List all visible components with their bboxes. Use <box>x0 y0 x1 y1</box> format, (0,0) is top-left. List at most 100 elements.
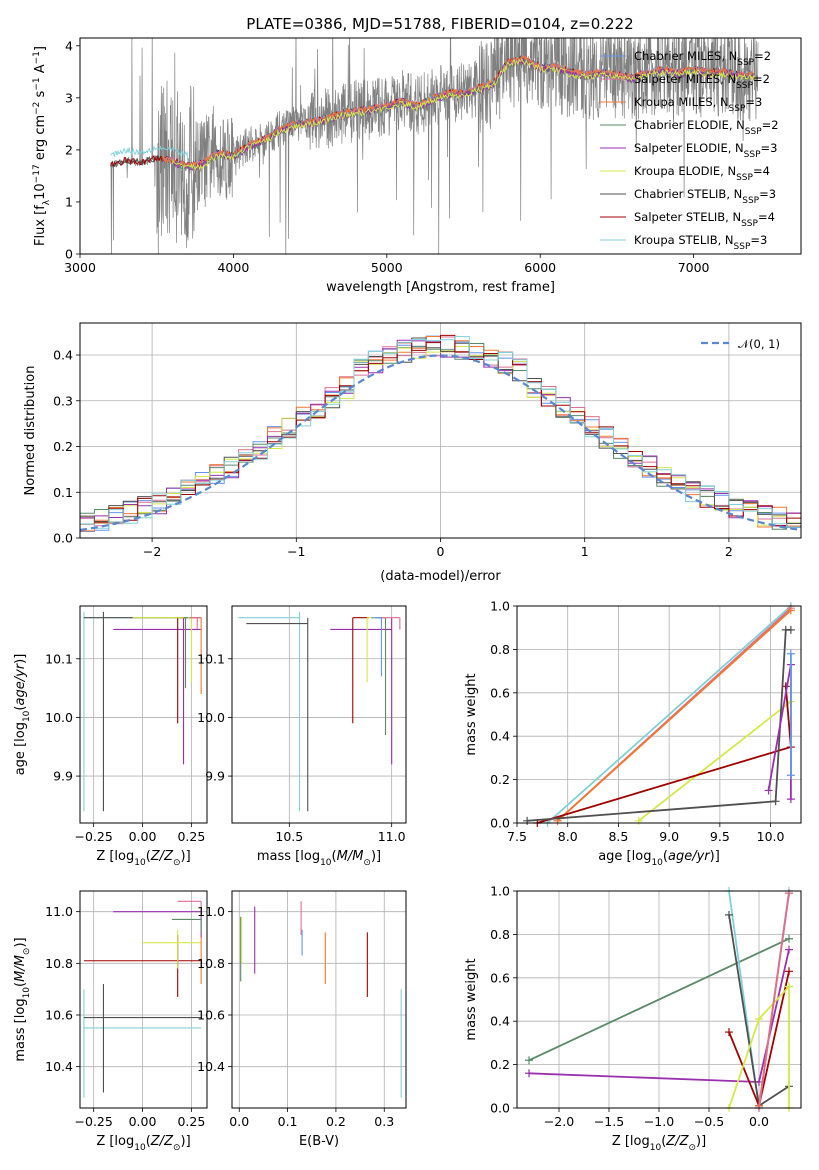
x-tick-label: −1.5 <box>594 1114 624 1129</box>
legend-label: Chabrier STELIB, NSSP=3 <box>634 187 776 206</box>
y-tick-label: 0.2 <box>490 1057 510 1072</box>
y-tick-label: 11.0 <box>45 904 73 919</box>
legend-label: Kroupa STELIB, NSSP=3 <box>634 233 767 252</box>
age-vs-mass-panel: 10.5 11.0 9.9 10.0 10.1 mass [log10(M/M⊙)] <box>197 605 407 868</box>
x-axis-label: Z [log10(Z/Z⊙)] <box>96 849 190 868</box>
figure-title: PLATE=0386, MJD=51788, FIBERID=0104, z=0… <box>246 15 633 33</box>
x-tick-label: 0.3 <box>374 1114 394 1129</box>
x-tick-label: 9.0 <box>659 829 679 844</box>
y-tick-label: 10.6 <box>45 1008 73 1023</box>
axes-frame <box>516 890 802 1109</box>
weight-marker <box>786 649 795 658</box>
y-axis-label: mass weight <box>464 673 479 755</box>
observed-spectrum <box>110 38 759 254</box>
y-tick-label: 1 <box>65 194 73 209</box>
y-tick-label: 0.8 <box>490 927 510 942</box>
y-tick-label: 0.3 <box>53 393 73 408</box>
y-tick-label: 1.0 <box>490 884 510 899</box>
legend-label: Chabrier ELODIE, NSSP=2 <box>634 118 779 137</box>
age-vs-Z-panel: −0.25 0.00 0.25 9.9 10.0 10.1 Z [log10(Z/Z⊙)] a… <box>13 605 208 868</box>
x-tick-label: −2.0 <box>544 1114 574 1129</box>
y-tick-label: 10.1 <box>45 651 73 666</box>
y-tick-label: 0.6 <box>490 970 510 985</box>
x-tick-label: 0.25 <box>177 1114 205 1129</box>
legend-label: 𝒩(0, 1) <box>738 337 780 351</box>
histogram-kroupa_stelib <box>80 336 801 529</box>
y-axis-label: age [log10(age/yr)] <box>13 654 32 776</box>
y-axis-label: Flux [fλ10−17 erg cm−2 s−1 A−1] <box>32 46 52 246</box>
axes-frame <box>231 605 407 824</box>
weight-line-kroupa_stelib <box>546 605 792 824</box>
weight-marker <box>785 967 793 976</box>
y-tick-label: 10.1 <box>197 651 225 666</box>
legend-label: Salpeter MILES, NSSP=2 <box>634 72 770 91</box>
weight-line-chabrier_stelib <box>527 629 791 822</box>
x-tick-label: −1 <box>287 544 305 559</box>
residuals-legend: 𝒩(0, 1) <box>701 337 780 351</box>
y-tick-label: 9.9 <box>205 769 225 784</box>
mass-vs-Z-panel: −0.25 0.00 0.25 10.4 10.6 10.8 11.0 Z [log10(Z/… <box>13 890 208 1153</box>
legend-label: Kroupa ELODIE, NSSP=4 <box>634 164 770 183</box>
x-tick-label: 0.0 <box>229 1114 249 1129</box>
y-tick-label: 0.2 <box>490 772 510 787</box>
mw-vs-Z-panel: −2.0 −1.5 −1.0 −0.5 0.0 0.0 0.2 0.4 0.6 0.8 1.0 Z [… <box>464 884 802 1153</box>
y-tick-label: 0.2 <box>53 439 73 454</box>
x-axis-label: age [log10(age/yr)] <box>598 849 720 868</box>
x-tick-label: 5000 <box>371 260 403 275</box>
weight-marker <box>725 910 733 919</box>
y-tick-label: 3 <box>65 90 73 105</box>
weight-line-salpeter_miles <box>758 893 790 1109</box>
weight-marker <box>771 797 780 806</box>
mw-vs-age-panel: 7.5 8.0 8.5 9.0 9.5 10.0 0.0 0.2 0.4 0.6 0.8 1.0 age… <box>464 599 802 868</box>
normal-curve <box>80 354 801 532</box>
axes-frame <box>79 322 802 539</box>
x-tick-label: 8.5 <box>608 829 628 844</box>
x-axis-label: wavelength [Angstrom, rest frame] <box>326 280 555 295</box>
y-tick-label: 0 <box>65 247 73 262</box>
model-kroupa_elodie <box>171 57 756 172</box>
y-tick-label: 9.9 <box>53 769 73 784</box>
y-tick-label: 0.1 <box>53 485 73 500</box>
y-tick-label: 2 <box>65 142 73 157</box>
axes-frame <box>79 605 208 824</box>
spectrum-panel: 3000 4000 5000 6000 7000 0 1 2 3 4 wavelength [Ang… <box>32 37 802 295</box>
x-tick-label: −0.5 <box>694 1114 724 1129</box>
y-axis-label: mass [log10(M/M⊙)] <box>13 937 32 1061</box>
y-tick-label: 0.6 <box>490 685 510 700</box>
y-tick-label: 10.0 <box>197 710 225 725</box>
weight-lines <box>523 602 795 827</box>
x-axis-label: (data-model)/error <box>380 569 501 584</box>
y-tick-label: 11.0 <box>197 904 225 919</box>
x-tick-label: −0.25 <box>75 829 113 844</box>
x-tick-label: 6000 <box>524 260 556 275</box>
errorbar-group <box>238 611 401 812</box>
x-tick-label: 11.0 <box>378 829 406 844</box>
residuals-panel: −2 −1 0 1 2 0.0 0.1 0.2 0.3 0.4 (data-model)/error… <box>23 322 802 584</box>
spectrum-data-group <box>110 38 759 254</box>
y-tick-label: 0.0 <box>490 1101 510 1116</box>
x-axis-label: Z [log10(Z/Z⊙)] <box>612 1134 706 1153</box>
y-tick-label: 4 <box>65 38 73 53</box>
y-tick-label: 0.4 <box>490 729 510 744</box>
y-tick-label: 0.0 <box>53 531 73 546</box>
y-axis-label: Normed distribution <box>23 366 38 496</box>
x-tick-label: 0 <box>437 544 445 559</box>
weight-marker <box>786 625 795 634</box>
x-tick-label: −0.25 <box>75 1114 113 1129</box>
x-tick-label: −2 <box>143 544 161 559</box>
x-axis-label: E(B-V) <box>299 1134 339 1149</box>
y-tick-label: 10.8 <box>45 956 73 971</box>
legend-label: Salpeter STELIB, NSSP=4 <box>634 210 775 229</box>
x-tick-label: 0.2 <box>326 1114 346 1129</box>
weight-marker <box>786 606 795 615</box>
errorbar-group <box>240 901 402 1098</box>
y-tick-label: 0.4 <box>490 1014 510 1029</box>
weight-marker <box>785 934 793 943</box>
x-axis-label: mass [log10(M/M⊙)] <box>257 849 381 868</box>
weight-marker <box>523 816 532 825</box>
x-tick-label: 9.5 <box>710 829 730 844</box>
weight-line-chabrier_elodie <box>528 937 790 1062</box>
weight-marker <box>785 982 793 991</box>
y-axis-label: mass weight <box>464 958 479 1040</box>
